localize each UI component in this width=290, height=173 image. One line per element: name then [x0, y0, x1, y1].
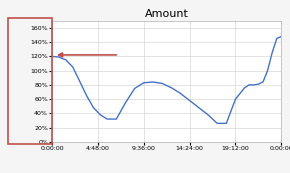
- Bar: [8, 18, 52, 144]
- Title: Amount: Amount: [145, 9, 189, 19]
